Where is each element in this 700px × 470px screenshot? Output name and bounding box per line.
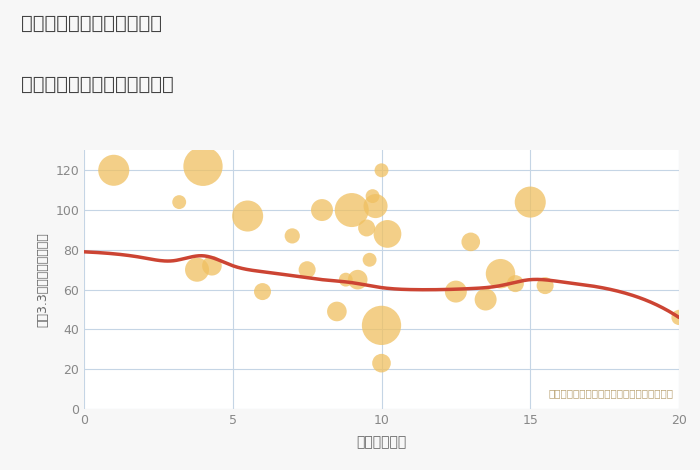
Point xyxy=(206,262,218,269)
Text: 円の大きさは、取引のあった物件面積を示す: 円の大きさは、取引のあった物件面積を示す xyxy=(548,389,673,399)
Point xyxy=(370,202,381,210)
Y-axis label: 坪（3.3㎡）単価（万円）: 坪（3.3㎡）単価（万円） xyxy=(36,232,50,327)
Point xyxy=(316,206,328,214)
Point xyxy=(465,238,476,246)
Point xyxy=(376,360,387,367)
Point xyxy=(450,288,461,295)
Point xyxy=(364,256,375,264)
Point xyxy=(361,224,372,232)
Point xyxy=(197,163,209,170)
Point xyxy=(376,166,387,174)
Text: 三重県四日市市平津新町の: 三重県四日市市平津新町の xyxy=(21,14,162,33)
Point xyxy=(525,198,536,206)
Point xyxy=(174,198,185,206)
Point xyxy=(510,280,521,287)
Point xyxy=(480,296,491,303)
Point xyxy=(331,308,342,315)
Point xyxy=(382,230,393,238)
Point xyxy=(257,288,268,295)
Point xyxy=(346,206,357,214)
Point xyxy=(540,282,551,290)
Point xyxy=(495,270,506,277)
Point xyxy=(376,321,387,329)
Text: 駅距離別中古マンション価格: 駅距離別中古マンション価格 xyxy=(21,75,174,94)
Point xyxy=(242,212,253,220)
Point xyxy=(673,313,685,321)
X-axis label: 駅距離（分）: 駅距離（分） xyxy=(356,435,407,449)
Point xyxy=(302,266,313,274)
Point xyxy=(367,192,378,200)
Point xyxy=(108,166,119,174)
Point xyxy=(287,232,298,240)
Point xyxy=(192,266,203,274)
Point xyxy=(352,276,363,283)
Point xyxy=(340,276,351,283)
